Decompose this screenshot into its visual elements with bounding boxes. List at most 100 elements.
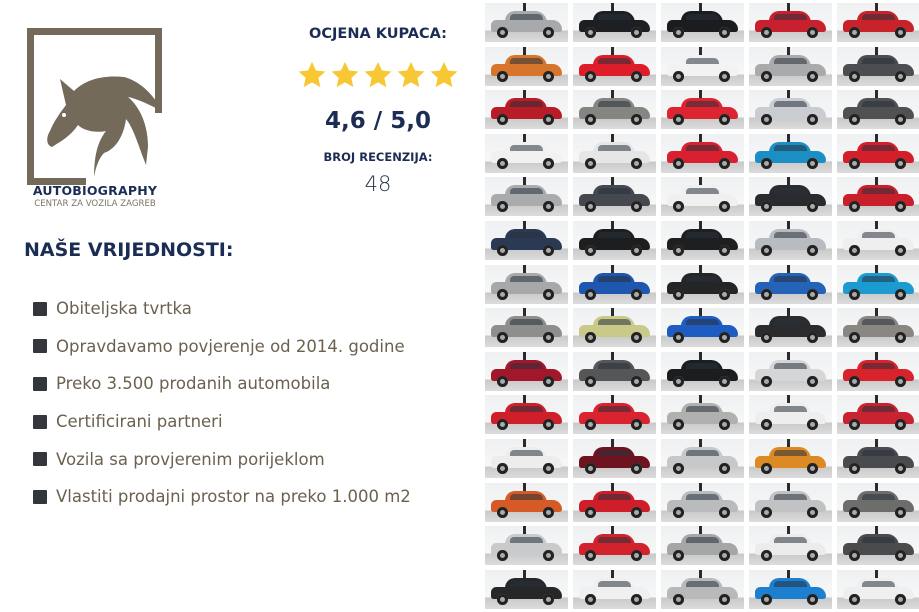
car-photo	[573, 221, 656, 260]
bullet-square-icon	[33, 414, 47, 429]
reviews-label: BROJ RECENZIJA:	[323, 150, 433, 164]
car-photo	[485, 395, 568, 435]
value-text: Vozila sa provjerenim porijeklom	[56, 449, 325, 469]
car-photo	[485, 351, 568, 391]
rating-title: OCJENA KUPACA:	[309, 26, 447, 42]
car-photo	[749, 395, 832, 435]
value-item: Vozila sa provjerenim porijeklom	[33, 440, 411, 478]
logo-horse-icon	[27, 28, 162, 185]
rating-score: 4,6 / 5,0	[325, 108, 431, 134]
car-photo	[661, 46, 744, 86]
car-photo	[749, 351, 832, 391]
car-photo	[573, 439, 656, 478]
car-photo	[573, 3, 656, 42]
car-photo	[485, 46, 568, 86]
car-photo	[573, 264, 656, 304]
car-photo	[485, 526, 568, 566]
value-item: Preko 3.500 prodanih automobila	[33, 365, 411, 403]
value-item: Opravdavamo povjerenje od 2014. godine	[33, 328, 411, 366]
car-photo	[837, 46, 919, 86]
car-photo	[573, 569, 656, 609]
brand-name: AUTOBIOGRAPHY	[32, 183, 158, 198]
car-photo	[837, 90, 919, 130]
car-photo	[573, 526, 656, 566]
car-photo	[749, 526, 832, 566]
car-photo	[837, 3, 919, 42]
car-photo	[573, 133, 656, 173]
star-icon	[331, 61, 359, 88]
car-photo	[661, 439, 744, 478]
car-photo	[837, 482, 919, 522]
car-photo	[661, 569, 744, 609]
car-photo	[837, 308, 919, 348]
reviews-count: 48	[364, 172, 392, 196]
star-icon	[430, 61, 458, 88]
car-photo	[661, 133, 744, 173]
rating-stars	[290, 60, 466, 90]
value-item: Certificirani partneri	[33, 403, 411, 441]
car-photo	[485, 482, 568, 522]
car-photo	[573, 351, 656, 391]
value-text: Vlastiti prodajni prostor na preko 1.000…	[56, 487, 411, 507]
star-icon	[364, 61, 392, 88]
car-photo	[485, 308, 568, 348]
car-photo	[837, 264, 919, 304]
car-photo	[573, 395, 656, 435]
car-photo	[485, 569, 568, 609]
car-photo	[661, 90, 744, 130]
value-text: Opravdavamo povjerenje od 2014. godine	[56, 336, 405, 356]
value-item: Vlastiti prodajni prostor na preko 1.000…	[33, 478, 411, 516]
car-photo	[749, 264, 832, 304]
bullet-square-icon	[33, 301, 47, 316]
car-photo	[573, 46, 656, 86]
car-photo	[485, 133, 568, 173]
car-photo	[573, 177, 656, 217]
car-photo	[661, 351, 744, 391]
car-photo	[749, 308, 832, 348]
car-photo	[749, 439, 832, 478]
car-photo	[749, 133, 832, 173]
car-photo	[661, 177, 744, 217]
car-photo	[837, 133, 919, 173]
value-text: Certificirani partneri	[56, 412, 223, 432]
car-photo	[573, 90, 656, 130]
car-photo	[661, 264, 744, 304]
car-photo	[837, 351, 919, 391]
car-photo	[837, 221, 919, 260]
car-photo	[485, 90, 568, 130]
car-photo	[837, 569, 919, 609]
car-photo	[661, 395, 744, 435]
car-photo	[749, 482, 832, 522]
car-photo	[749, 46, 832, 86]
car-photo	[485, 177, 568, 217]
car-photo	[837, 439, 919, 478]
car-photo	[749, 90, 832, 130]
star-icon	[298, 61, 326, 88]
car-photo	[485, 3, 568, 42]
value-item: Obiteljska tvrtka	[33, 290, 411, 328]
car-photo	[661, 3, 744, 42]
value-text: Obiteljska tvrtka	[56, 299, 192, 319]
values-title: NAŠE VRIJEDNOSTI:	[24, 239, 234, 261]
car-photo	[661, 308, 744, 348]
car-photo	[661, 221, 744, 260]
car-photo	[485, 221, 568, 260]
car-photo	[573, 308, 656, 348]
car-photo	[573, 482, 656, 522]
car-photo	[837, 177, 919, 217]
car-photo	[749, 221, 832, 260]
bullet-square-icon	[33, 452, 47, 467]
bullet-square-icon	[33, 339, 47, 354]
car-photo	[749, 177, 832, 217]
car-photo	[485, 439, 568, 478]
car-photo	[485, 264, 568, 304]
car-photo	[749, 3, 832, 42]
star-icon	[397, 61, 425, 88]
car-photo	[837, 526, 919, 566]
bullet-square-icon	[33, 376, 47, 391]
car-photo	[661, 482, 744, 522]
car-photo	[661, 526, 744, 566]
car-photo	[837, 395, 919, 435]
brand-subtitle: CENTAR ZA VOZILA ZAGREB	[34, 199, 156, 209]
values-list: Obiteljska tvrtka Opravdavamo povjerenje…	[33, 290, 411, 516]
